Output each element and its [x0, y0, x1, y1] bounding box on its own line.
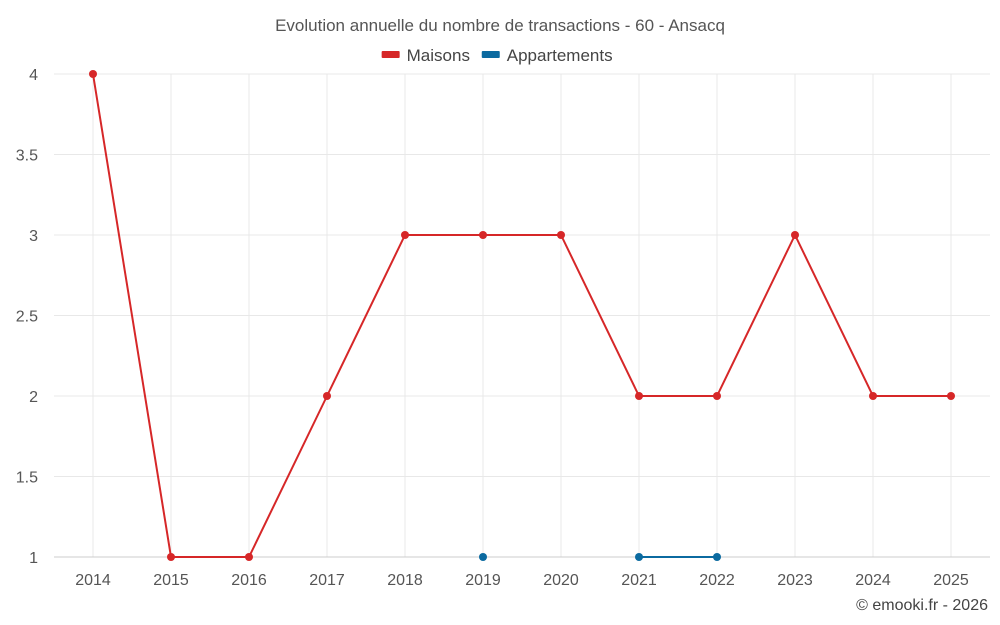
legend-item-appartements[interactable]: Appartements — [481, 46, 613, 65]
chart-title: Evolution annuelle du nombre de transact… — [275, 16, 725, 35]
grid — [54, 73, 990, 557]
data-point[interactable] — [89, 70, 97, 78]
x-tick-label: 2016 — [231, 572, 267, 589]
y-tick-label: 3 — [29, 228, 38, 245]
x-tick-label: 2017 — [309, 572, 345, 589]
x-tick-label: 2019 — [465, 572, 501, 589]
y-tick-label: 4 — [29, 67, 38, 84]
data-point[interactable] — [557, 231, 565, 239]
y-tick-label: 2.5 — [16, 309, 38, 326]
data-point[interactable] — [791, 231, 799, 239]
x-tick-label: 2025 — [933, 572, 969, 589]
x-tick-label: 2014 — [75, 572, 111, 589]
data-point[interactable] — [167, 553, 175, 561]
series-line — [92, 73, 951, 558]
legend-swatch — [381, 51, 400, 58]
legend-item-maisons[interactable]: Maisons — [381, 46, 470, 65]
y-tick-label: 1.5 — [16, 470, 38, 487]
data-point[interactable] — [869, 392, 877, 400]
data-point[interactable] — [635, 553, 643, 561]
data-point[interactable] — [713, 392, 721, 400]
x-tick-label: 2021 — [621, 572, 657, 589]
data-point[interactable] — [479, 553, 487, 561]
legend: Maisons Appartements — [381, 46, 613, 65]
y-tick-label: 3.5 — [16, 148, 38, 165]
axes: 1 1.5 2 2.5 3 3.5 4 2014 2015 2016 2017 2018 2019 202… — [16, 67, 990, 589]
legend-swatch — [481, 51, 500, 58]
data-point[interactable] — [947, 392, 955, 400]
data-point[interactable] — [401, 231, 409, 239]
data-point[interactable] — [245, 553, 253, 561]
x-tick-label: 2023 — [777, 572, 813, 589]
series-appartements — [479, 553, 721, 561]
credit-text: © emooki.fr - 2026 — [856, 597, 988, 614]
series-maisons — [89, 70, 955, 561]
data-point[interactable] — [479, 231, 487, 239]
data-point[interactable] — [635, 392, 643, 400]
x-tick-label: 2022 — [699, 572, 735, 589]
y-tick-label: 1 — [29, 550, 38, 567]
x-tick-label: 2018 — [387, 572, 423, 589]
x-tick-label: 2024 — [855, 572, 891, 589]
x-tick-label: 2020 — [543, 572, 579, 589]
y-tick-label: 2 — [29, 389, 38, 406]
legend-label: Maisons — [407, 46, 470, 65]
legend-label: Appartements — [507, 46, 613, 65]
data-point[interactable] — [323, 392, 331, 400]
x-tick-label: 2015 — [153, 572, 189, 589]
data-point[interactable] — [713, 553, 721, 561]
series-layer — [89, 70, 955, 561]
